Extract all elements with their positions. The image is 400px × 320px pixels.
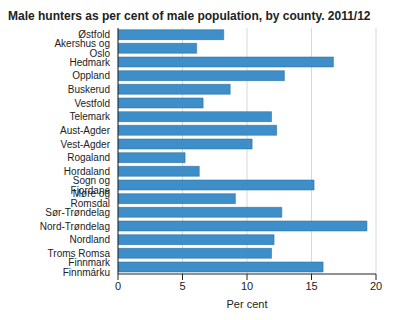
svg-text:Buskerud: Buskerud bbox=[68, 84, 110, 95]
svg-text:Aust-Agder: Aust-Agder bbox=[60, 125, 111, 136]
svg-text:Hedmark: Hedmark bbox=[69, 57, 111, 68]
svg-text:Nord-Trøndelag: Nord-Trøndelag bbox=[40, 221, 110, 232]
svg-text:5: 5 bbox=[179, 280, 185, 292]
svg-text:FinnmarkFinnmárku: FinnmarkFinnmárku bbox=[63, 257, 111, 278]
svg-text:10: 10 bbox=[241, 280, 253, 292]
svg-text:Oppland: Oppland bbox=[72, 70, 110, 81]
svg-text:Nordland: Nordland bbox=[69, 234, 110, 245]
svg-text:Vest-Agder: Vest-Agder bbox=[61, 139, 111, 150]
svg-text:Telemark: Telemark bbox=[69, 111, 111, 122]
svg-text:Vestfold: Vestfold bbox=[74, 98, 110, 109]
svg-text:Sør-Trøndelag: Sør-Trøndelag bbox=[45, 207, 110, 218]
svg-text:0: 0 bbox=[115, 280, 121, 292]
svg-text:Rogaland: Rogaland bbox=[67, 152, 110, 163]
svg-text:15: 15 bbox=[305, 280, 317, 292]
svg-text:Per cent: Per cent bbox=[227, 298, 268, 310]
svg-text:20: 20 bbox=[370, 280, 382, 292]
